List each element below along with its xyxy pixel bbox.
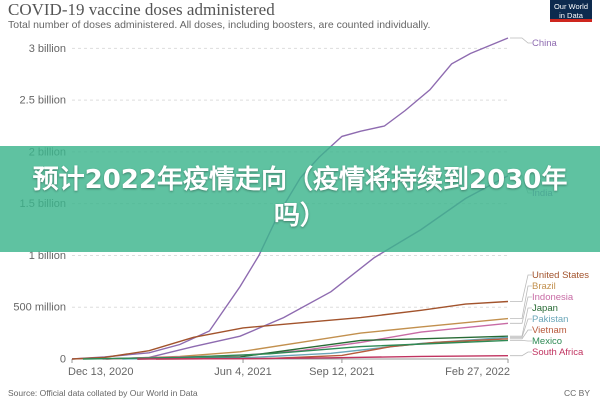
legend-label: Indonesia: [532, 292, 574, 303]
legend-connector: [510, 285, 532, 319]
series-line-9: [137, 355, 509, 360]
legend-label: Brazil: [532, 281, 556, 292]
legend-connector: [510, 340, 532, 342]
y-tick-label: 3 billion: [29, 43, 66, 55]
legend-connector: [510, 329, 532, 340]
x-axis-ticks: Dec 13, 2020 Jun 4, 2021 Sep 12, 2021 Feb 2…: [68, 359, 510, 378]
legend-label: South Africa: [532, 347, 584, 358]
y-tick-label: 0: [60, 354, 66, 366]
legend-connector: [510, 296, 532, 324]
x-tick-label: Feb 27, 2022: [445, 366, 510, 378]
legend-connector: [510, 37, 532, 44]
chart-title: COVID-19 vaccine doses administered: [8, 0, 275, 19]
legend-connector: [510, 307, 532, 337]
legend-label: United States: [532, 270, 589, 281]
logo-accent-bar: [550, 19, 592, 22]
legend-connector: [510, 351, 532, 357]
banner-text: 预计2022年疫情走向（疫情将持续到2030年吗）: [32, 165, 568, 231]
y-tick-label: 500 million: [13, 302, 66, 314]
overlay-banner: 预计2022年疫情走向（疫情将持续到2030年吗）: [0, 146, 600, 252]
source-note[interactable]: Source: Official data collated by Our Wo…: [8, 388, 198, 398]
legend-connector: [510, 318, 532, 338]
x-tick-label: Dec 13, 2020: [68, 366, 133, 378]
legend-label: Pakistan: [532, 314, 568, 325]
y-tick-label: 1 billion: [29, 250, 66, 262]
owid-logo[interactable]: Our World in Data: [550, 0, 592, 22]
y-tick-label: 2.5 billion: [20, 95, 66, 107]
series-line-8: [82, 339, 509, 360]
x-tick-label: Sep 12, 2021: [309, 366, 374, 378]
legend-connector: [510, 274, 532, 302]
legend-label: Mexico: [532, 336, 562, 347]
series-line-5: [137, 335, 509, 360]
chart-subtitle: Total number of doses administered. All …: [8, 19, 431, 31]
x-tick-label: Jun 4, 2021: [214, 366, 272, 378]
legend-label: Vietnam: [532, 325, 567, 336]
legend-label: China: [532, 38, 558, 49]
license-link[interactable]: CC BY: [564, 388, 590, 398]
series-line-2: [71, 300, 509, 360]
logo-line2: in Data: [559, 11, 583, 20]
legend-label: Japan: [532, 303, 558, 314]
logo-line1: Our World: [553, 2, 589, 11]
